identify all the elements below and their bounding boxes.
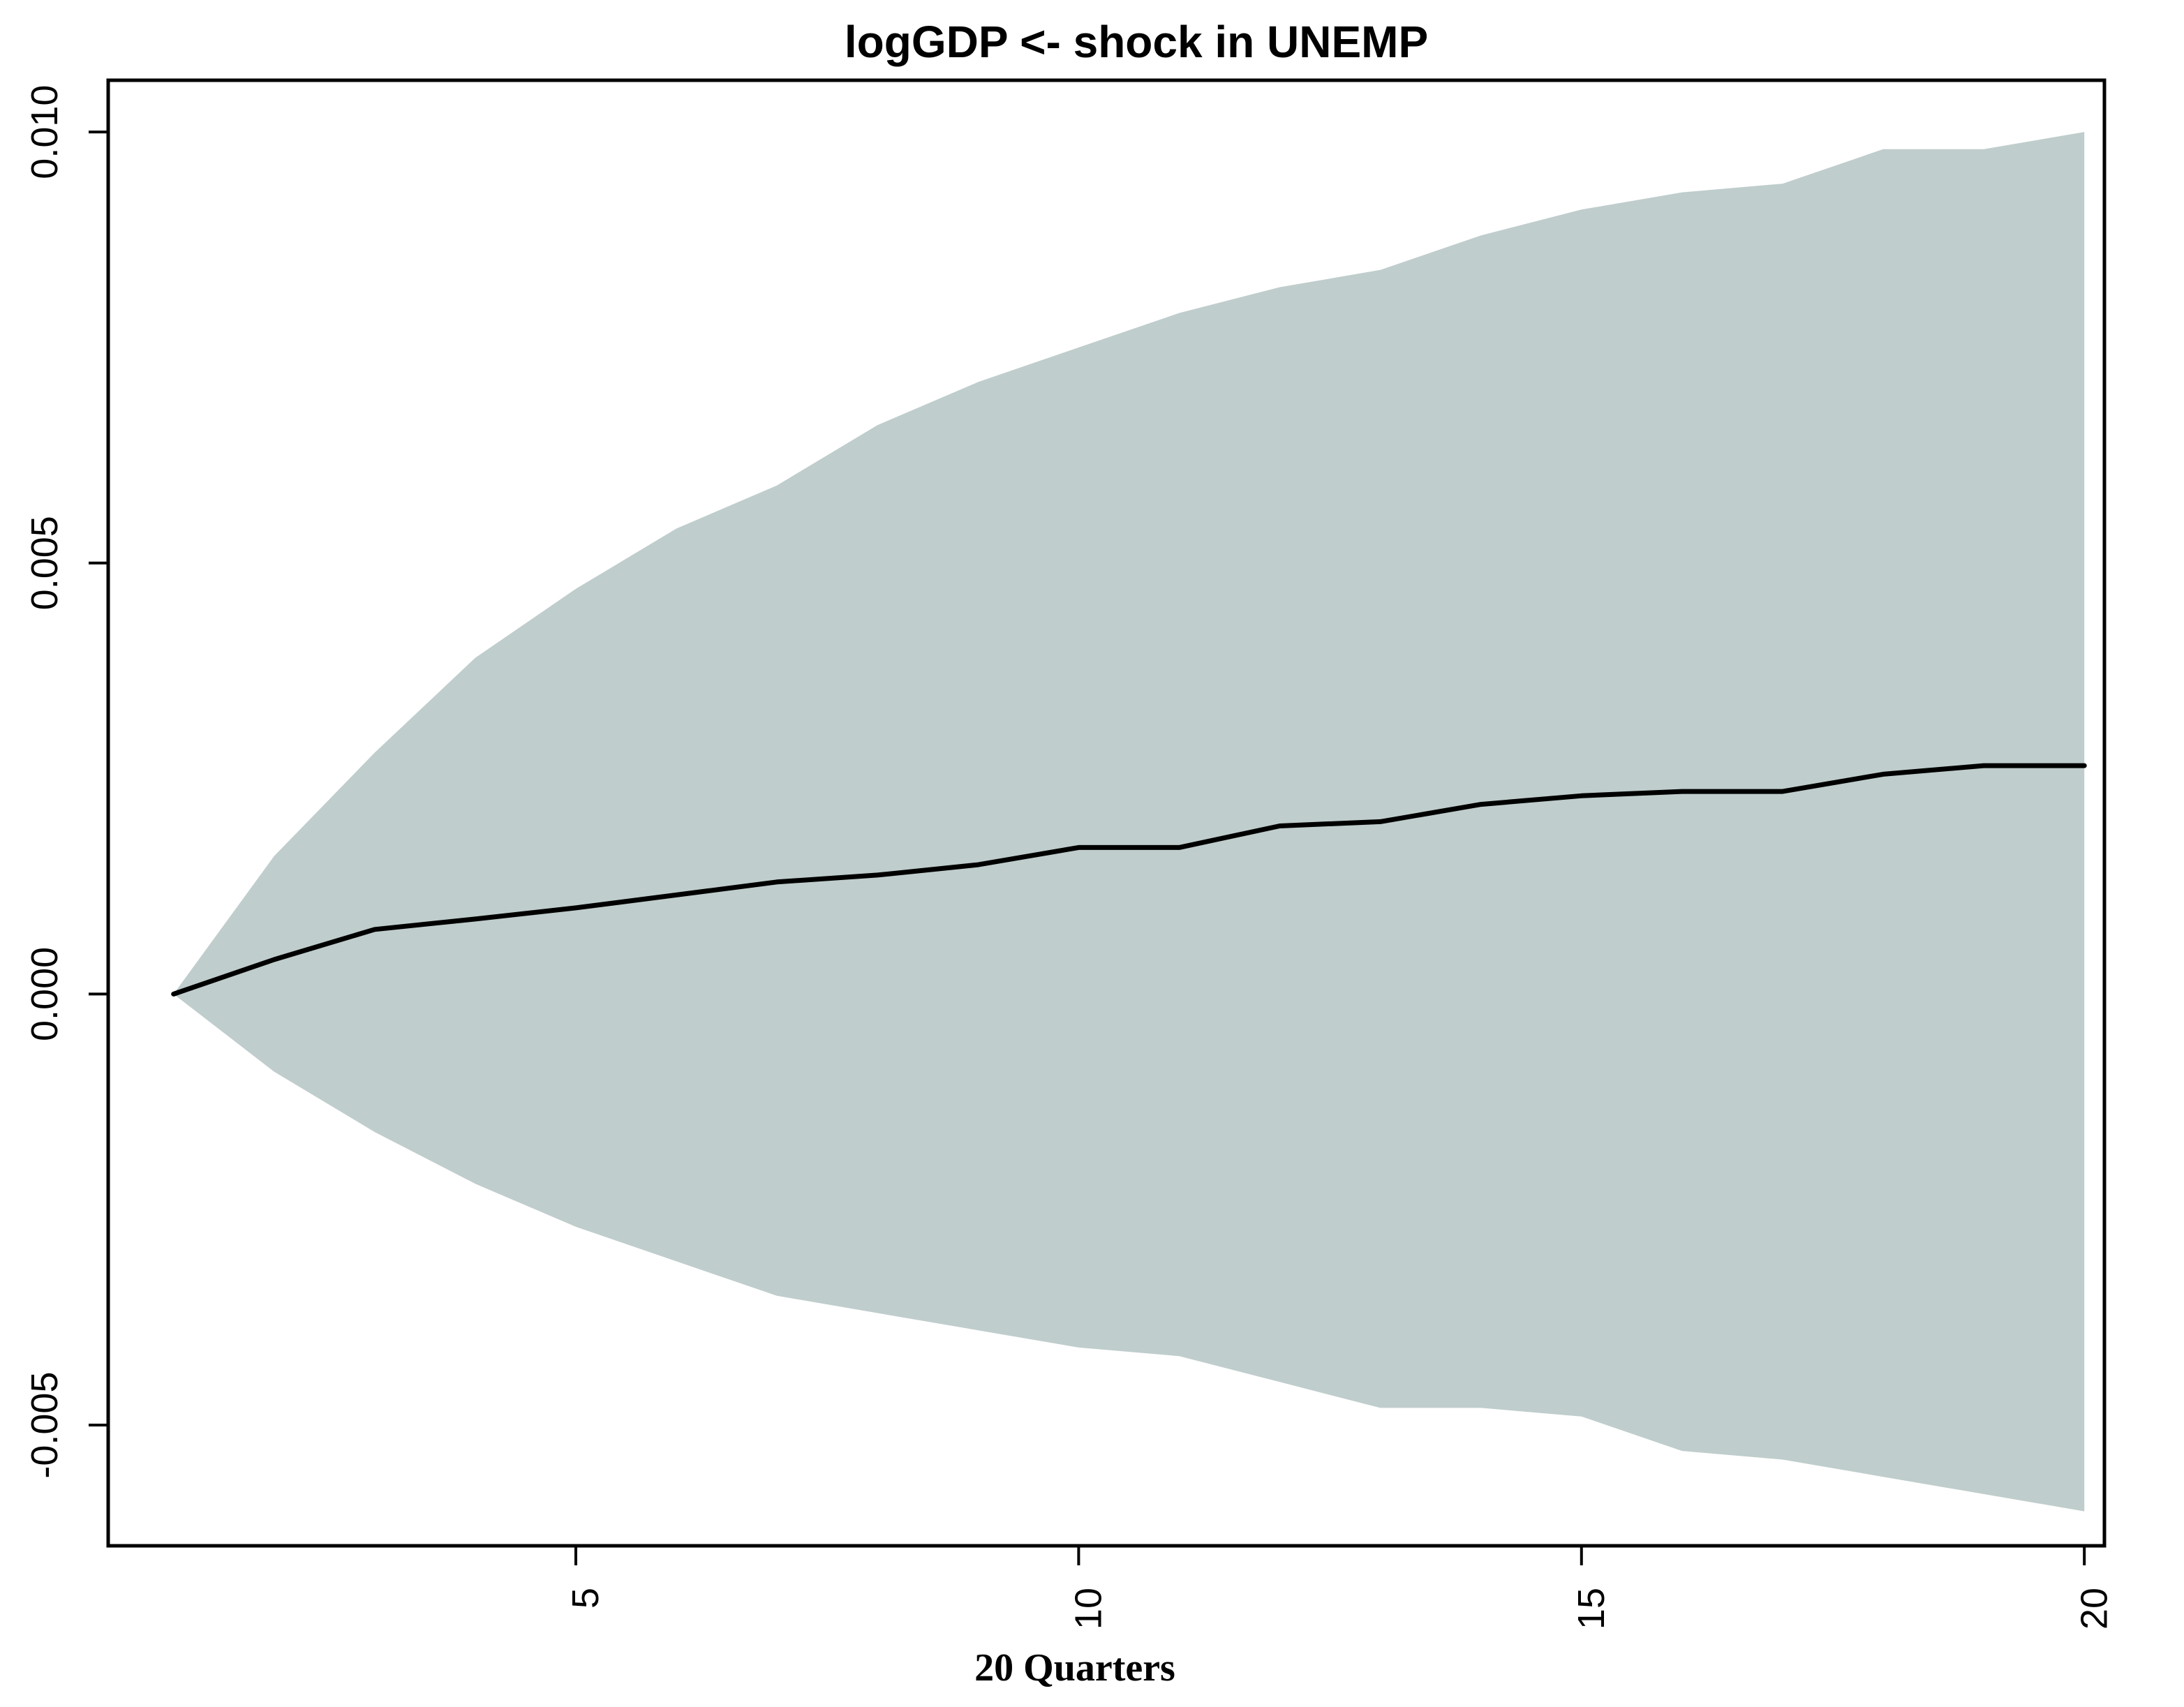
x-axis-label: 20 Quarters <box>974 1646 1175 1690</box>
chart-title: logGDP <- shock in UNEMP <box>845 17 1428 67</box>
x-tick-label: 20 <box>2073 1588 2115 1630</box>
x-axis: 5 10 15 20 <box>565 1544 2115 1630</box>
plot-area <box>171 132 2087 1512</box>
y-tick-label: 0.010 <box>24 85 66 179</box>
y-tick-label: 0.000 <box>24 947 66 1041</box>
y-tick-label: 0.005 <box>24 516 66 610</box>
y-tick-label: -0.005 <box>24 1371 66 1478</box>
x-tick-label: 10 <box>1068 1588 1110 1630</box>
impulse-response-line <box>171 763 2087 997</box>
x-tick-label: 5 <box>565 1588 607 1609</box>
y-axis: -0.005 0.000 0.005 0.010 <box>24 85 110 1479</box>
x-tick-label: 15 <box>1570 1588 1612 1630</box>
confidence-band <box>173 132 2085 1512</box>
